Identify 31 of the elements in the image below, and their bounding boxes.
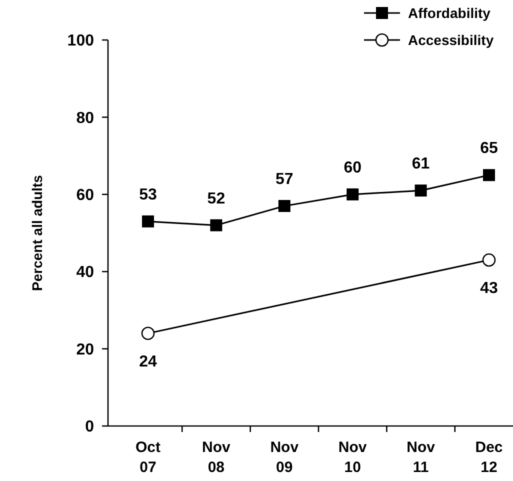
y-tick-label: 100 bbox=[67, 32, 94, 50]
point bbox=[414, 184, 427, 197]
point bbox=[346, 188, 359, 200]
point bbox=[483, 169, 495, 182]
x-tick-label: Nov 09 bbox=[270, 439, 300, 476]
data-label: 52 bbox=[207, 190, 226, 208]
point bbox=[278, 200, 290, 212]
y-tick-label: 80 bbox=[76, 110, 94, 127]
y-axis-title: Percent all adults bbox=[29, 174, 45, 291]
data-label: 43 bbox=[480, 280, 498, 298]
point bbox=[210, 219, 222, 232]
data-label: 53 bbox=[139, 186, 157, 204]
x-tick-label: Dec 12 bbox=[475, 439, 503, 476]
y-tick-label: 60 bbox=[76, 187, 94, 204]
y-tick-label: 0 bbox=[85, 418, 94, 436]
data-label: 65 bbox=[480, 140, 498, 158]
point bbox=[142, 215, 154, 228]
y-tick-label: 20 bbox=[76, 341, 94, 358]
point bbox=[482, 253, 496, 267]
data-label: 24 bbox=[139, 354, 157, 371]
y-tick-label: 40 bbox=[76, 264, 94, 282]
point bbox=[141, 326, 155, 340]
x-tick-label: Nov 08 bbox=[202, 439, 232, 476]
x-tick-label: Nov 10 bbox=[338, 439, 368, 476]
legend-label: Accessibility bbox=[408, 32, 494, 48]
data-label: 61 bbox=[412, 156, 430, 173]
x-tick-label: Oct 07 bbox=[135, 439, 161, 476]
x-tick-label: Nov 11 bbox=[406, 439, 436, 476]
data-label: 60 bbox=[344, 159, 362, 176]
data-label: 57 bbox=[276, 170, 294, 188]
legend-label: Affordability bbox=[408, 4, 491, 21]
